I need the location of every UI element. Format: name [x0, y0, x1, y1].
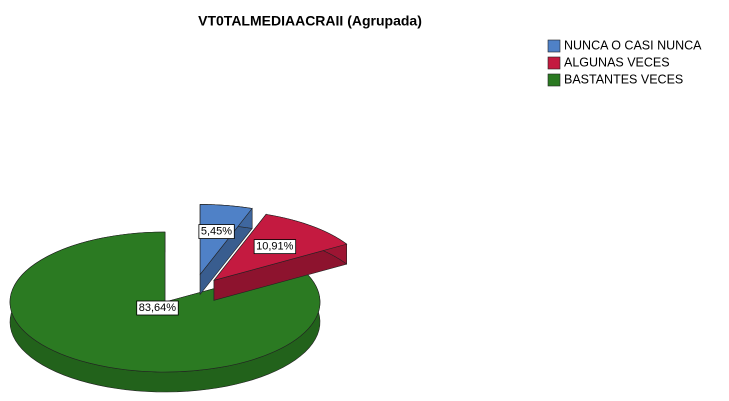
data-label-box: [136, 300, 179, 316]
data-label: 10,91%: [256, 241, 294, 253]
legend-swatch: [547, 56, 561, 70]
data-label: 5,45%: [201, 226, 232, 238]
slice-top: [199, 204, 253, 276]
data-label-box: [198, 224, 235, 239]
legend-label: BASTANTES VECES: [564, 72, 683, 86]
data-label: 83,64%: [139, 302, 177, 314]
legend-swatch: [547, 39, 561, 53]
data-label-box: [253, 239, 297, 255]
slice: [199, 204, 253, 296]
chart-title: VT0TALMEDIAACRAII (Agrupada): [198, 13, 422, 29]
legend-label: ALGUNAS VECES: [564, 55, 670, 69]
legend-label: NUNCA O CASI NUNCA: [564, 38, 702, 52]
legend-swatch: [547, 73, 561, 87]
